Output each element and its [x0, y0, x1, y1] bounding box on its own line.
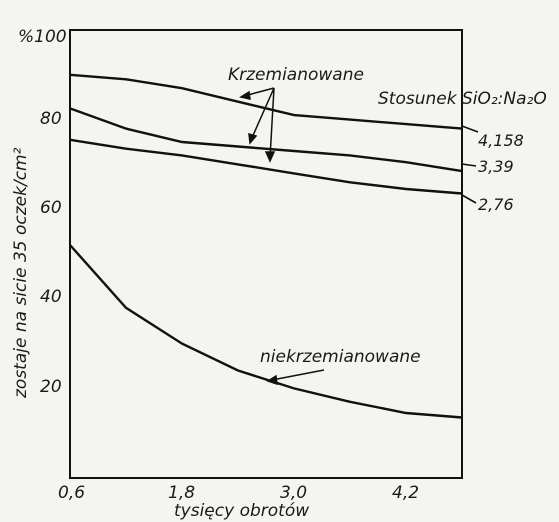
- annotation-krzemianowane: Krzemianowane: [228, 65, 364, 85]
- annotation-niekrzemianowane: niekrzemianowane: [260, 347, 421, 367]
- legend-title: Stosunek SiO₂:Na₂O: [378, 89, 547, 109]
- y-axis-label: zostaje na sicie 35 oczek/cm²: [11, 147, 31, 399]
- line-series-non-silicated: [69, 244, 463, 419]
- y-tick-60: 60: [40, 198, 62, 218]
- x-axis-label: tysięcy obrotów: [174, 501, 309, 521]
- leader-4-158: [461, 125, 479, 133]
- x-tick-4-2: 4,2: [392, 483, 419, 503]
- y-tick-40: 40: [40, 287, 62, 307]
- label-2-76: 2,76: [478, 195, 514, 214]
- label-3-39: 3,39: [478, 157, 514, 176]
- series-lines: [69, 73, 463, 419]
- plot-frame: [69, 29, 463, 479]
- x-tick-3-0: 3,0: [280, 483, 307, 503]
- line-series-3-39: [69, 107, 463, 173]
- leader-3-39: [461, 163, 477, 167]
- annotation-arrows-silicated: [239, 87, 276, 163]
- annotation-arrow-non-silicated: [266, 369, 325, 386]
- x-tick-1-8: 1,8: [168, 483, 195, 503]
- leader-2-76: [461, 194, 477, 204]
- y-tick-100: %100: [18, 27, 67, 47]
- line-series-2-76: [69, 138, 463, 195]
- y-tick-80: 80: [40, 109, 62, 129]
- line-series-4-158: [69, 73, 463, 130]
- y-tick-20: 20: [40, 377, 62, 397]
- x-tick-0-6: 0,6: [58, 483, 85, 503]
- label-4-158: 4,158: [478, 131, 524, 150]
